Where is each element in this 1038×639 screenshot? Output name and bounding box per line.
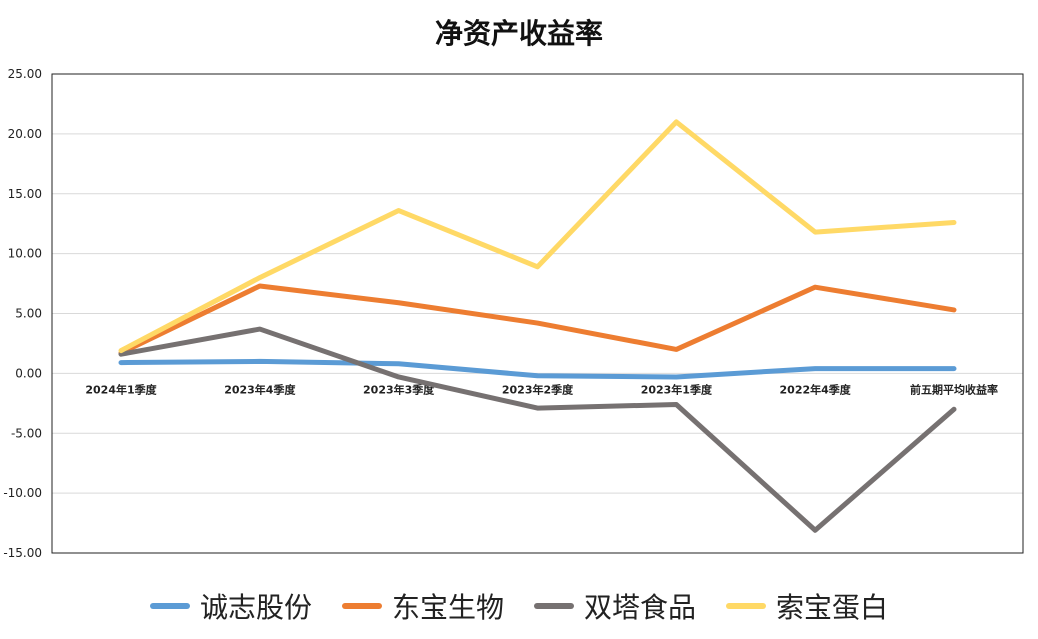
- y-tick-label: -15.00: [3, 546, 42, 560]
- x-axis-ticks: 2024年1季度 2023年4季度 2023年3季度 2023年2季度 2023年1季度…: [85, 382, 998, 396]
- y-axis-ticks: 25.00 20.00 15.00 10.00 5.00 0.00 -5.00 -10.00 -…: [3, 67, 42, 560]
- plot-area-border: [51, 73, 1024, 554]
- x-tick-label: 前五期平均收益率: [910, 382, 998, 396]
- x-tick-label: 2023年1季度: [641, 382, 713, 396]
- x-tick-label: 2022年4季度: [780, 382, 852, 396]
- legend-swatch: [149, 603, 190, 609]
- legend-label: 双塔食品: [584, 591, 697, 624]
- y-tick-label: 15.00: [8, 187, 42, 201]
- legend-swatch: [726, 603, 767, 609]
- series-lines: [118, 119, 957, 533]
- series-line-0: [118, 358, 957, 380]
- series-line-2: [118, 326, 957, 533]
- legend-label: 索宝蛋白: [776, 591, 889, 624]
- legend-item: 索宝蛋白: [726, 586, 888, 626]
- legend: 诚志股份 东宝生物 双塔食品 索宝蛋白: [0, 586, 1038, 626]
- x-tick-label: 2023年2季度: [502, 382, 574, 396]
- legend-label: 诚志股份: [199, 591, 312, 624]
- legend-item: 东宝生物: [341, 586, 504, 626]
- legend-item: 诚志股份: [149, 586, 312, 626]
- series-line-1: [118, 283, 957, 356]
- x-tick-label: 2023年3季度: [363, 382, 435, 396]
- series-line-3: [118, 119, 957, 354]
- y-tick-label: 0.00: [15, 366, 42, 380]
- x-tick-label: 2024年1季度: [85, 382, 157, 396]
- y-tick-label: -10.00: [3, 486, 42, 500]
- x-tick-label: 2023年4季度: [224, 382, 296, 396]
- line-chart: 25.00 20.00 15.00 10.00 5.00 0.00 -5.00 -10.00 -…: [3, 67, 1024, 560]
- legend-label: 东宝生物: [391, 591, 504, 624]
- y-tick-label: 10.00: [8, 247, 42, 261]
- y-tick-label: 5.00: [15, 307, 42, 321]
- y-tick-label: 20.00: [8, 127, 42, 141]
- y-tick-label: -5.00: [11, 426, 42, 440]
- legend-item: 双塔食品: [534, 586, 696, 626]
- legend-swatch: [534, 603, 574, 609]
- legend-swatch: [341, 603, 382, 609]
- y-tick-label: 25.00: [8, 67, 42, 81]
- chart-title: 净资产收益率: [434, 17, 603, 50]
